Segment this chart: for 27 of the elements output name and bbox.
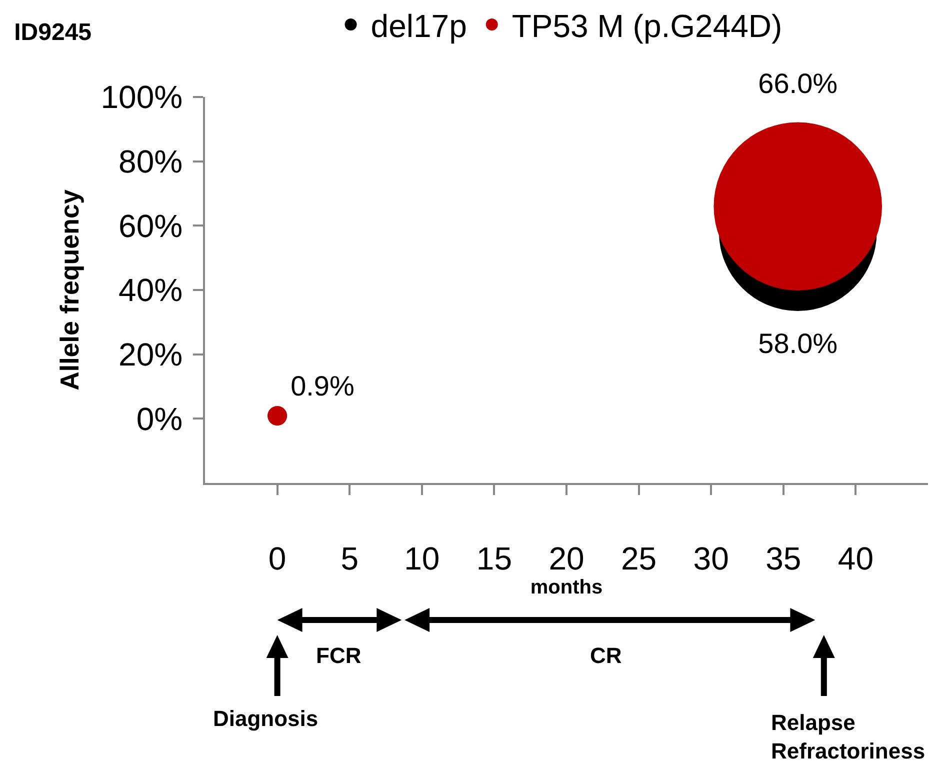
x-tick-label: 25 (621, 540, 657, 576)
legend-label: del17p (370, 8, 467, 44)
chart-title: ID9245 (14, 18, 92, 46)
text: FCR (316, 643, 362, 668)
y-tick-label: 40% (118, 272, 183, 308)
x-axis-title: months (530, 576, 603, 598)
y-tick-label: 80% (118, 144, 183, 180)
x-tick-label: 5 (340, 540, 358, 576)
y-tick-label: 100% (100, 79, 183, 116)
legend-label: TP53 M (p.G244D) (512, 8, 782, 44)
y-axis-title: Allele frequency (54, 189, 85, 390)
x-tick-label: 10 (404, 540, 440, 576)
x-tick-label: 35 (766, 540, 802, 576)
y-tick-label: 20% (118, 336, 183, 373)
y-tick-label: 60% (118, 208, 183, 244)
text: Diagnosis (213, 706, 318, 731)
x-tick-label: 15 (476, 540, 512, 576)
x-tick-label: 30 (693, 540, 729, 576)
text: CR (590, 643, 622, 668)
text: Relapse Refractoriness (771, 710, 926, 764)
data-label: 66.0% (758, 68, 838, 100)
data-label: 58.0% (758, 328, 838, 359)
x-tick-label: 0 (268, 540, 286, 576)
x-tick-label: 20 (548, 540, 584, 576)
x-tick-label: 40 (838, 540, 874, 576)
data-label: 0.9% (290, 370, 354, 402)
y-tick-label: 0% (136, 400, 183, 437)
